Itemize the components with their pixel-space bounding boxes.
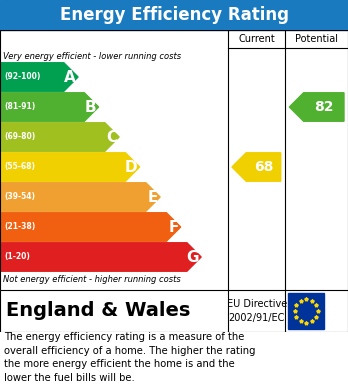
Polygon shape [0,63,78,91]
Text: C: C [106,129,117,145]
Bar [288,293,324,329]
Text: D: D [125,160,137,174]
Text: Current: Current [238,34,275,44]
Text: G: G [187,249,199,264]
Text: (21-38): (21-38) [4,222,35,231]
Text: A: A [64,70,76,84]
Text: E: E [148,190,158,204]
Text: (92-100): (92-100) [4,72,40,81]
Polygon shape [232,153,281,181]
Polygon shape [289,93,344,121]
Text: Potential: Potential [295,34,338,44]
Polygon shape [0,243,201,271]
Text: EU Directive
2002/91/EC: EU Directive 2002/91/EC [227,300,287,323]
Text: Very energy efficient - lower running costs: Very energy efficient - lower running co… [3,52,181,61]
Polygon shape [0,93,98,121]
Text: (39-54): (39-54) [4,192,35,201]
Text: (69-80): (69-80) [4,133,35,142]
Text: 82: 82 [314,100,333,114]
Text: England & Wales: England & Wales [6,301,190,321]
Text: Energy Efficiency Rating: Energy Efficiency Rating [60,6,288,24]
Text: B: B [85,99,97,115]
Text: F: F [168,219,179,235]
Polygon shape [0,213,181,241]
Text: 68: 68 [254,160,273,174]
Text: (1-20): (1-20) [4,253,30,262]
Polygon shape [0,123,119,151]
Text: The energy efficiency rating is a measure of the
overall efficiency of a home. T: The energy efficiency rating is a measur… [4,332,255,383]
Polygon shape [0,153,140,181]
Text: (81-91): (81-91) [4,102,35,111]
Text: (55-68): (55-68) [4,163,35,172]
Polygon shape [0,183,160,211]
Text: Not energy efficient - higher running costs: Not energy efficient - higher running co… [3,276,181,285]
